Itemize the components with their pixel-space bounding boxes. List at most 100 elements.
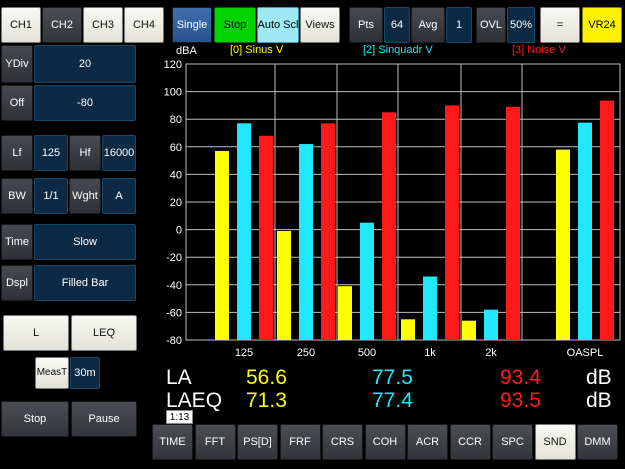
tab-coh[interactable]: COH bbox=[364, 424, 406, 460]
stop-acquisition-button[interactable]: Stop bbox=[214, 7, 256, 43]
la-value-ch1: 77.5 bbox=[372, 366, 413, 389]
offset-value[interactable]: -80 bbox=[34, 85, 136, 121]
y-tick-label: -60 bbox=[166, 307, 182, 319]
display-mode-label: Dspl bbox=[1, 265, 33, 301]
bar-OASPL-series-1 bbox=[578, 122, 592, 341]
bar-1k-series-2 bbox=[445, 105, 459, 341]
laeq-value-ch0: 71.3 bbox=[246, 389, 287, 412]
bar-250-series-2 bbox=[321, 123, 335, 340]
views-button[interactable]: Views bbox=[300, 7, 340, 43]
y-tick-label: -80 bbox=[166, 335, 182, 347]
x-tick-label: OASPL bbox=[567, 347, 604, 359]
bar-250-series-0 bbox=[277, 230, 291, 340]
leq-button[interactable]: LEQ bbox=[71, 315, 137, 351]
laeq-value-ch3: 93.5 bbox=[500, 389, 541, 412]
x-tick-label: 125 bbox=[235, 347, 253, 359]
bar-125-series-2 bbox=[259, 135, 273, 340]
y-tick-label: -40 bbox=[166, 280, 182, 292]
channel-1-button[interactable]: CH1 bbox=[1, 7, 41, 43]
overlap-value[interactable]: 50% bbox=[507, 7, 535, 43]
ydiv-label: YDiv bbox=[1, 45, 33, 83]
bar-125-series-0 bbox=[215, 150, 229, 340]
equals-button[interactable]: = bbox=[540, 7, 580, 43]
y-tick-label: 60 bbox=[170, 142, 182, 154]
x-axis-ticks: 125 250 500 1k 2k OASPL bbox=[235, 347, 604, 359]
points-label: Pts bbox=[349, 7, 383, 43]
x-tick-label: 250 bbox=[297, 347, 315, 359]
bandwidth-value[interactable]: 1/1 bbox=[34, 178, 68, 214]
average-value[interactable]: 1 bbox=[446, 7, 472, 43]
y-axis-ticks: -80 -60 -40 -20 0 20 40 60 80 100 120 bbox=[164, 59, 182, 347]
bar-1k-series-1 bbox=[423, 276, 437, 340]
y-tick-label: 120 bbox=[164, 59, 182, 71]
tab-snd[interactable]: SND bbox=[534, 424, 576, 460]
tab-frf[interactable]: FRF bbox=[279, 424, 321, 460]
y-tick-label: 20 bbox=[170, 197, 182, 209]
bar-2k-series-0 bbox=[462, 320, 476, 340]
bar-500-series-1 bbox=[360, 222, 374, 340]
bar-2k-series-2 bbox=[506, 106, 520, 340]
high-frequency-label: Hf bbox=[69, 135, 101, 171]
weighting-value[interactable]: A bbox=[102, 178, 136, 214]
bar-1k-series-0 bbox=[401, 319, 415, 340]
legend-series-1: [2] Sinquadr V bbox=[363, 44, 433, 56]
display-mode-value[interactable]: Filled Bar bbox=[34, 265, 136, 301]
channel-2-button[interactable]: CH2 bbox=[42, 7, 82, 43]
high-frequency-value[interactable]: 16000 bbox=[102, 135, 136, 171]
bar-OASPL-series-2 bbox=[600, 100, 614, 340]
x-tick-label: 2k bbox=[485, 347, 497, 359]
auto-scale-button[interactable]: Auto Scl bbox=[257, 7, 299, 43]
legend-series-2: [3] Noise V bbox=[512, 44, 566, 56]
laeq-value-ch1: 77.4 bbox=[372, 389, 413, 412]
tab-ccr[interactable]: CCR bbox=[449, 424, 491, 460]
x-tick-label: 500 bbox=[358, 347, 376, 359]
tab-fft[interactable]: FFT bbox=[194, 424, 236, 460]
ydiv-value[interactable]: 20 bbox=[34, 45, 136, 83]
la-label: LA bbox=[166, 366, 192, 389]
channel-4-button[interactable]: CH4 bbox=[124, 7, 164, 43]
time-weighting-value[interactable]: Slow bbox=[34, 224, 136, 260]
tab-spc[interactable]: SPC bbox=[492, 424, 533, 460]
y-tick-label: -20 bbox=[166, 252, 182, 264]
bar-250-series-1 bbox=[299, 144, 313, 340]
y-tick-label: 40 bbox=[170, 169, 182, 181]
bar-125-series-1 bbox=[237, 123, 251, 340]
bars bbox=[215, 100, 614, 341]
y-tick-label: 100 bbox=[164, 87, 182, 99]
bandwidth-label: BW bbox=[1, 178, 33, 214]
stop-button[interactable]: Stop bbox=[1, 401, 69, 437]
l-button[interactable]: L bbox=[3, 315, 69, 351]
vr24-button[interactable]: VR24 bbox=[582, 7, 622, 43]
offset-label: Off bbox=[1, 85, 33, 121]
elapsed-time: 1:13 bbox=[166, 410, 193, 424]
weighting-label: Wght bbox=[69, 178, 101, 214]
bar-500-series-2 bbox=[382, 112, 396, 340]
measurement-time-label: MeasT bbox=[35, 357, 69, 389]
y-tick-label: 80 bbox=[170, 114, 182, 126]
tab-dmm[interactable]: DMM bbox=[577, 424, 618, 460]
y-axis-label: dBA bbox=[176, 45, 197, 57]
tab-acr[interactable]: ACR bbox=[407, 424, 448, 460]
laeq-unit: dB bbox=[586, 389, 612, 412]
average-label: Avg bbox=[411, 7, 445, 43]
overlap-label: OVL bbox=[476, 7, 506, 43]
measurement-time-value[interactable]: 30m bbox=[70, 357, 100, 389]
time-weighting-label: Time bbox=[1, 224, 33, 260]
laeq-label: LAEQ bbox=[166, 389, 223, 412]
la-value-ch0: 56.6 bbox=[246, 366, 287, 389]
la-unit: dB bbox=[586, 366, 612, 389]
tab-crs[interactable]: CRS bbox=[322, 424, 363, 460]
x-tick-label: 1k bbox=[424, 347, 436, 359]
tab-psd[interactable]: PS[D] bbox=[237, 424, 278, 460]
points-value[interactable]: 64 bbox=[384, 7, 410, 43]
la-value-ch3: 93.4 bbox=[500, 366, 541, 389]
single-button[interactable]: Single bbox=[172, 7, 212, 43]
y-tick-label: 0 bbox=[176, 225, 182, 237]
low-frequency-label: Lf bbox=[1, 135, 33, 171]
low-frequency-value[interactable]: 125 bbox=[34, 135, 68, 171]
bar-500-series-0 bbox=[338, 286, 352, 340]
tab-time[interactable]: TIME bbox=[152, 424, 193, 460]
channel-3-button[interactable]: CH3 bbox=[83, 7, 123, 43]
pause-button[interactable]: Pause bbox=[71, 401, 137, 437]
